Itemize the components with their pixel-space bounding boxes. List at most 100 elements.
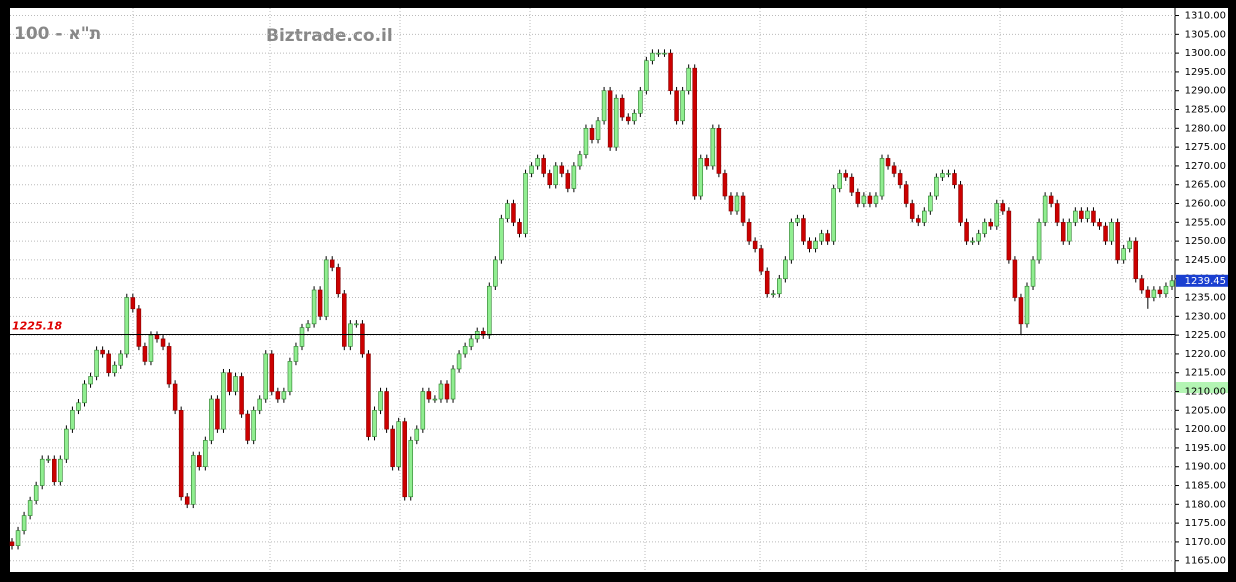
candle-body <box>58 458 63 483</box>
candle-body <box>233 376 238 392</box>
candle-body <box>456 353 462 370</box>
candle-body <box>964 222 969 242</box>
candle-body <box>311 289 317 325</box>
candle-body <box>740 195 746 223</box>
candle-body <box>801 218 806 242</box>
y-tick-label: 1270.00 <box>1185 161 1226 172</box>
candle-body <box>1145 289 1151 298</box>
candle-body <box>335 267 341 295</box>
candle-body <box>287 361 293 392</box>
candle-body <box>535 158 540 167</box>
candle-body <box>414 428 420 441</box>
y-tick-label: 1235.00 <box>1185 293 1226 304</box>
candle-body <box>94 349 99 377</box>
candle-body <box>245 413 250 441</box>
candle-body <box>396 421 401 468</box>
candle-body <box>1073 210 1078 223</box>
plot-area <box>10 8 1175 572</box>
candle-body <box>148 334 154 362</box>
y-tick-label: 1180.00 <box>1185 499 1226 510</box>
candle-body <box>589 128 595 140</box>
candle-body <box>1018 297 1024 325</box>
candle-body <box>619 97 625 118</box>
y-tick-label: 1200.00 <box>1185 424 1226 435</box>
candle-body <box>879 158 885 197</box>
candle-body <box>100 349 105 355</box>
candle-body <box>9 541 15 546</box>
candle-body <box>487 285 492 336</box>
candle-body <box>251 410 256 441</box>
candle-body <box>215 398 220 430</box>
candle-body <box>764 270 770 295</box>
candle-body <box>928 195 933 212</box>
candle-body <box>227 372 232 392</box>
candle-body <box>33 485 39 501</box>
candle-body <box>493 259 498 287</box>
candle-body <box>940 173 945 178</box>
candle-body <box>172 383 178 411</box>
candle-body <box>1000 203 1006 212</box>
candle-body <box>994 203 1000 227</box>
candle-body <box>329 259 335 268</box>
y-tick-label: 1215.00 <box>1185 368 1226 379</box>
y-tick-label: 1165.00 <box>1185 556 1226 567</box>
candle-body <box>1085 210 1090 219</box>
candle-body <box>946 173 951 175</box>
candle-body <box>402 421 407 498</box>
candle-body <box>299 327 305 347</box>
candle-body <box>130 297 136 310</box>
candle-body <box>275 391 281 400</box>
candle-body <box>722 173 728 197</box>
candle-body <box>420 391 426 430</box>
candle-body <box>1036 222 1042 261</box>
candle-body <box>1133 240 1139 280</box>
candle-body <box>668 52 673 92</box>
candle-body <box>982 222 987 234</box>
candle-body <box>958 184 963 223</box>
candle-body <box>27 500 33 516</box>
candle-body <box>1127 240 1132 249</box>
candle-body <box>704 158 710 167</box>
candle-body <box>934 176 939 197</box>
candle-body <box>897 173 903 186</box>
candle-body <box>807 240 812 249</box>
candle-body <box>915 218 921 223</box>
y-tick-label: 1290.00 <box>1185 86 1226 97</box>
candle-body <box>184 496 190 505</box>
candle-body <box>595 120 601 140</box>
candle-body <box>559 165 565 174</box>
candle-body <box>613 97 619 148</box>
candle-body <box>360 323 365 355</box>
candle-body <box>426 391 432 400</box>
y-tick-label: 1185.00 <box>1185 481 1226 492</box>
candle-body <box>698 158 704 197</box>
candle-body <box>952 173 957 186</box>
y-tick-label: 1285.00 <box>1185 105 1226 116</box>
candle-body <box>577 154 583 167</box>
candle-body <box>190 455 196 505</box>
candle-body <box>650 52 655 61</box>
candle-body <box>438 383 444 400</box>
candle-body <box>1157 289 1163 295</box>
y-tick-label: 1305.00 <box>1185 29 1226 40</box>
candle-body <box>837 173 842 189</box>
y-tick-label: 1245.00 <box>1185 255 1226 266</box>
candle-body <box>1048 195 1054 204</box>
y-tick-label: 1255.00 <box>1185 217 1226 228</box>
candle-body <box>777 278 782 295</box>
candle-body <box>553 165 559 186</box>
candle-body <box>160 338 166 347</box>
candle-body <box>450 368 456 400</box>
candle-body <box>662 52 667 55</box>
candle-body <box>257 398 262 411</box>
candle-body <box>686 67 691 92</box>
y-tick-label: 1300.00 <box>1185 48 1226 59</box>
vertical-grid <box>132 8 1123 572</box>
candle-body <box>52 458 57 483</box>
y-tick-label: 1295.00 <box>1185 67 1226 78</box>
candle-body <box>583 128 589 155</box>
candle-body <box>1103 225 1108 242</box>
candle-body <box>1030 259 1036 287</box>
candle-body <box>1054 203 1060 223</box>
y-tick-label: 1205.00 <box>1185 405 1226 416</box>
